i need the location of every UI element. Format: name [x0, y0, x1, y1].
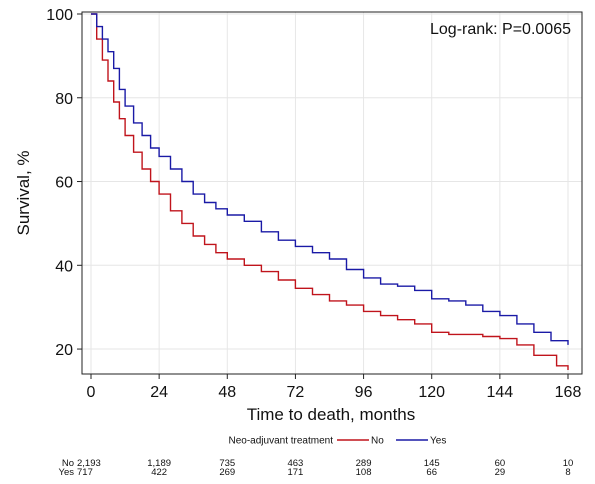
risk-value-yes-4: 108	[356, 467, 372, 478]
y-tick-label-1: 40	[55, 258, 73, 275]
risk-value-no-7: 10	[563, 458, 574, 469]
risk-value-no-1: 1,189	[147, 458, 171, 469]
risk-value-no-4: 289	[356, 458, 372, 469]
risk-value-no-2: 735	[219, 458, 235, 469]
x-tick-label-1: 24	[150, 384, 168, 401]
x-tick-label-5: 120	[418, 384, 445, 401]
risk-row-label-yes: Yes	[59, 467, 75, 478]
y-axis-title: Survival, %	[14, 150, 33, 235]
x-axis-title: Time to death, months	[247, 405, 416, 424]
annotation-logrank: Log-rank: P=0.0065	[430, 21, 571, 38]
legend-label-no: No	[371, 436, 384, 447]
grid-lines	[82, 12, 582, 374]
series-line-yes	[91, 13, 569, 345]
legend-title: Neo-adjuvant treatment	[228, 436, 333, 447]
x-tick-label-0: 0	[87, 384, 96, 401]
risk-value-no-6: 60	[495, 458, 506, 469]
y-tick-label-3: 80	[55, 91, 73, 108]
series-line-no	[91, 13, 569, 370]
risk-value-yes-7: 8	[565, 467, 570, 478]
legend: Neo-adjuvant treatment No Yes	[228, 436, 446, 447]
risk-value-no-5: 145	[424, 458, 440, 469]
survival-curves	[91, 13, 569, 370]
x-tick-label-6: 144	[487, 384, 514, 401]
risk-value-yes-5: 66	[426, 467, 437, 478]
risk-value-yes-2: 269	[219, 467, 235, 478]
x-tick-label-7: 168	[555, 384, 582, 401]
x-tick-label-3: 72	[287, 384, 305, 401]
y-tick-label-4: 100	[46, 7, 73, 24]
risk-value-yes-3: 171	[287, 467, 303, 478]
x-tick-label-2: 48	[218, 384, 236, 401]
x-tick-label-4: 96	[355, 384, 373, 401]
risk-value-no-0: 2,193	[77, 458, 101, 469]
y-tick-label-0: 20	[55, 342, 73, 359]
plot-frame	[81, 11, 583, 375]
y-tick-label-2: 60	[55, 175, 73, 192]
risk-value-yes-1: 422	[151, 467, 167, 478]
risk-value-no-3: 463	[287, 458, 303, 469]
risk-value-yes-6: 29	[495, 467, 506, 478]
x-axis-ticks: 0 24 48 72 96 120 144 168	[87, 374, 582, 401]
risk-value-yes-0: 717	[77, 467, 93, 478]
risk-row-label-no: No	[62, 458, 74, 469]
legend-label-yes: Yes	[430, 436, 446, 447]
risk-table: No 2,193 1,189 735 463 289 145 60 10 Yes 717 422 269…	[59, 458, 574, 478]
y-axis-ticks: 20 40 60 80 100	[46, 7, 82, 359]
